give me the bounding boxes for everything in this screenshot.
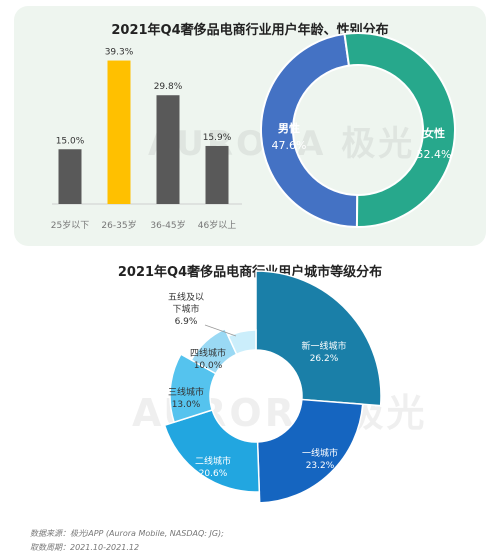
bar-value-label: 15.9% [203, 133, 232, 143]
city-slice [169, 353, 217, 424]
city-slice-value-label: 10.0% [194, 361, 223, 371]
city-slice-value-label: 23.2% [306, 461, 335, 471]
x-tick-label: 46岁以上 [198, 219, 236, 231]
leader-line [204, 324, 237, 337]
slice-value-label: 47.6% [272, 139, 307, 152]
x-tick-label: 26-35岁 [101, 219, 136, 231]
city-slice-label: 二线城市 [195, 455, 231, 467]
bar-value-label: 29.8% [154, 82, 183, 92]
bar [156, 95, 180, 204]
bar [58, 149, 82, 204]
city-slice-value-label: 6.9% [175, 317, 198, 327]
city-slice-label: 五线及以 [168, 291, 204, 303]
slice-label: 男性 [278, 121, 300, 135]
city-slice-label: 新一线城市 [301, 340, 346, 352]
slice-value-label: 52.4% [417, 148, 452, 161]
city-slice-label: 三线城市 [168, 386, 204, 398]
city-slice [163, 409, 261, 493]
age-gender-chart-title: 2021年Q4奢侈品电商行业用户年龄、性别分布 [111, 23, 389, 38]
city-chart-title: 2021年Q4奢侈品电商行业用户城市等级分布 [117, 265, 383, 280]
city-slice [255, 270, 382, 407]
bar [205, 145, 229, 204]
bar-value-label: 39.3% [105, 48, 134, 58]
city-slice [256, 398, 364, 504]
bar [107, 60, 131, 205]
city-slice-value-label: 13.0% [172, 400, 201, 410]
city-slice-label: 下城市 [172, 303, 199, 315]
donut-slice-female [343, 32, 456, 228]
donut-slice-male [260, 32, 359, 229]
bar-value-label: 15.0% [56, 136, 85, 146]
city-slice-label: 四线城市 [190, 347, 226, 359]
slice-label: 女性 [423, 126, 445, 140]
source-note: 数据来源：极光iAPP (Aurora Mobile, NASDAQ: JG); [30, 529, 224, 538]
period-note: 取数周期：2021.10-2021.12 [30, 543, 140, 552]
x-tick-label: 25岁以下 [51, 219, 89, 231]
city-slice-value-label: 20.6% [199, 469, 228, 479]
city-slice-label: 一线城市 [302, 447, 338, 459]
city-slice-value-label: 26.2% [310, 354, 339, 364]
x-tick-label: 36-45岁 [150, 219, 185, 231]
